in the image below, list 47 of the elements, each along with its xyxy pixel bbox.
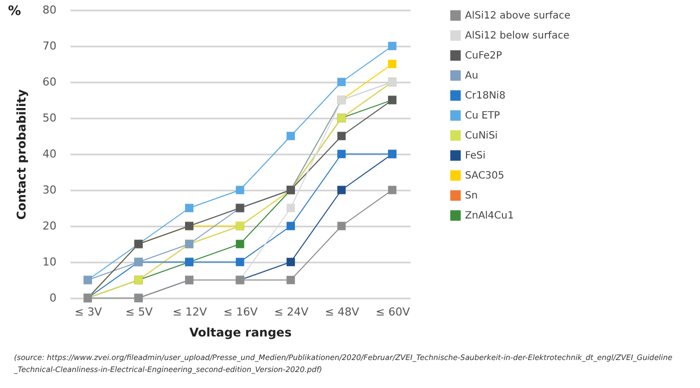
point [286,276,295,284]
legend-label: FeSi [465,150,486,162]
x-tick-label: ≤ 48V [324,306,360,318]
y-tick-label: 40 [42,148,56,160]
y-tick-label: 20 [42,220,56,232]
legend-label: Cu ETP [465,110,500,122]
x-tick-label: ≤ 5V [125,306,154,318]
point [388,186,396,194]
y-tick-label: 60 [42,76,56,88]
legend-label: AlSi12 above surface [465,10,570,22]
x-tick-label: ≤ 60V [376,306,410,318]
legend-label: ZnAl4Cu1 [465,210,514,222]
x-tick-label: ≤ 16V [223,306,258,318]
x-tick-label: ≤ 24V [274,306,309,318]
y-axis-title: Contact probability [14,89,29,220]
legend-label: Cr18Ni8 [465,90,506,102]
point [286,222,295,230]
y-tick-label: 0 [50,292,56,304]
x-tick-label: ≤ 3V [74,306,102,318]
y-tick-label: 80 [42,4,56,16]
legend-label: CuFe2P [465,50,502,62]
point [286,132,295,140]
point [337,150,346,158]
y-tick-label: 10 [42,256,56,268]
x-tick-label: ≤ 12V [172,306,208,318]
y-tick-label: 70 [42,40,56,52]
legend-label: AlSi12 below surface [465,30,570,42]
point [388,42,396,50]
y-tick-label: 30 [42,184,56,196]
chart-title: % [8,4,22,19]
point [236,258,244,266]
legend-label: Au [465,70,478,82]
point [337,186,346,194]
point [236,240,244,248]
point [337,78,346,86]
point [286,258,295,266]
legend-label: Sn [465,190,478,202]
x-axis-title: Voltage ranges [189,326,292,340]
point [337,132,346,140]
y-tick-label: 50 [42,112,56,124]
point [337,222,346,230]
legend-label: CuNiSi [465,130,498,142]
point [286,204,295,212]
legend-label: SAC305 [465,170,504,182]
point [236,186,244,194]
point [185,204,194,212]
point [388,60,396,68]
